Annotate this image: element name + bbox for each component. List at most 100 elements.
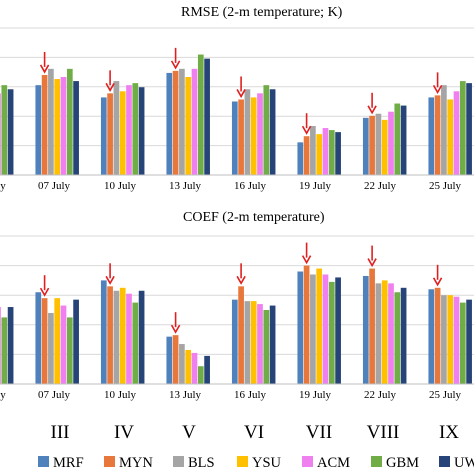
bar-ysu <box>54 79 61 175</box>
highlight-arrow <box>432 72 443 94</box>
roman-label: III <box>51 422 70 443</box>
tick-label: 19 July <box>299 180 332 192</box>
highlight-arrow <box>301 113 312 135</box>
bar-bls <box>310 274 316 384</box>
legend-item-gbm: GBM <box>371 455 419 471</box>
legend-item-ysu: YSU <box>237 455 282 471</box>
bar-acm <box>453 296 460 384</box>
bar-ysu <box>119 287 126 384</box>
bar-myn <box>107 93 113 175</box>
tick-label: 10 July <box>104 180 137 192</box>
tick-label: 07 July <box>38 389 71 401</box>
bar-gbm <box>263 85 270 175</box>
bar-gbm <box>459 302 466 384</box>
bar-bls <box>375 113 382 175</box>
legend-item-myn: MYN <box>104 455 153 471</box>
bar-acm <box>126 85 132 175</box>
highlight-arrow <box>105 263 115 285</box>
tick-label: 10 July <box>104 389 137 401</box>
bar-mrf <box>100 97 107 175</box>
bar-ysu <box>447 99 454 175</box>
bar-ysu <box>381 119 388 175</box>
highlight-arrow <box>39 275 50 297</box>
legend-label: UW <box>454 455 474 471</box>
highlight-arrow <box>367 245 377 268</box>
bar-myn <box>172 335 179 384</box>
bar-bls <box>244 89 251 175</box>
bar-mrf <box>166 336 173 384</box>
bar-bls <box>375 283 382 384</box>
bar-mrf <box>35 85 42 175</box>
bar-bls <box>310 126 316 175</box>
bar-ysu <box>185 77 192 175</box>
bar-gbm <box>66 317 73 384</box>
bar-acm <box>257 304 263 384</box>
bar-myn <box>434 95 441 175</box>
bar-acm <box>60 77 67 175</box>
bar-bls <box>441 85 447 175</box>
legend-swatch <box>439 456 450 467</box>
bar-ysu <box>381 280 388 384</box>
bar-gbm <box>1 317 8 384</box>
bar-uw <box>73 299 79 384</box>
bar-bls <box>113 81 120 175</box>
rmse-panel: RMSE (2-m temperature; K) y 07 July 10 Jul… <box>0 5 474 192</box>
bar-gbm <box>263 310 270 384</box>
tick-label: 25 July <box>429 180 462 192</box>
roman-label: VIII <box>367 422 400 443</box>
legend-label: MYN <box>119 455 153 471</box>
bar-gbm <box>66 68 73 175</box>
bar-uw <box>466 83 472 175</box>
bar-uw <box>335 277 341 384</box>
bar-gbm <box>132 83 139 175</box>
bar-bls <box>48 68 54 175</box>
bar-uw <box>269 305 276 384</box>
bar-bls <box>179 68 185 175</box>
bar-mrf <box>100 280 107 384</box>
bar-acm <box>388 283 394 384</box>
bar-mrf <box>297 271 304 384</box>
tick-label: y <box>0 180 6 192</box>
tick-label: 22 July <box>364 389 397 401</box>
bar-myn <box>41 298 48 384</box>
coef-title: COEF (2-m temperature) <box>183 210 325 225</box>
tick-label: 25 July <box>429 389 462 401</box>
roman-label: V <box>182 422 196 443</box>
bar-gbm <box>1 85 8 175</box>
bar-gbm <box>132 302 139 384</box>
bar-mrf <box>166 72 173 175</box>
roman-label: IV <box>114 422 134 443</box>
legend-item-uw: UW <box>439 455 474 471</box>
bar-myn <box>303 136 310 175</box>
bar-uw <box>400 287 407 384</box>
bar-gbm <box>328 281 335 384</box>
bar-myn <box>238 286 244 384</box>
highlight-arrow <box>236 263 246 285</box>
bar-acm <box>191 352 198 384</box>
legend-swatch <box>302 456 313 467</box>
bar-bls <box>244 301 251 384</box>
highlight-arrow <box>170 47 181 70</box>
legend-label: GBM <box>386 455 419 471</box>
highlight-arrow <box>301 242 312 265</box>
bar-uw <box>335 132 341 175</box>
bar-bls <box>48 312 54 384</box>
bar-gbm <box>459 81 466 175</box>
bar-mrf <box>362 275 369 384</box>
legend-item-mrf: MRF <box>38 455 84 471</box>
bar-uw <box>269 89 276 175</box>
bar-uw <box>73 81 79 175</box>
bar-myn <box>303 265 310 384</box>
bar-ysu <box>447 295 454 384</box>
legend-item-acm: ACM <box>302 455 350 471</box>
tick-label: 07 July <box>38 180 71 192</box>
bar-acm <box>191 68 198 175</box>
bar-mrf <box>428 97 435 175</box>
bar-uw <box>466 299 472 384</box>
highlight-arrow <box>432 264 443 287</box>
rmse-title: RMSE (2-m temperature; K) <box>181 5 343 20</box>
bar-myn <box>434 287 441 384</box>
bar-ysu <box>250 97 257 175</box>
bar-bls <box>441 295 447 384</box>
